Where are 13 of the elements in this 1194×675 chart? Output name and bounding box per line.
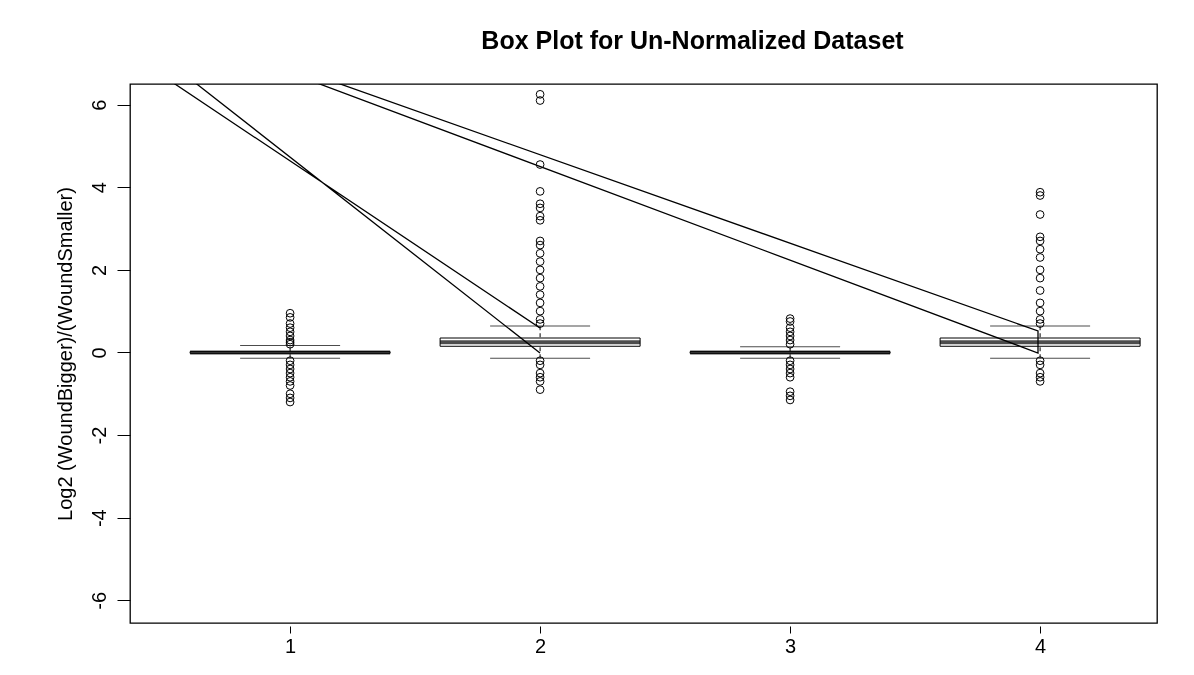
- y-tick-label: -4: [87, 509, 110, 528]
- y-tick-label: 2: [87, 264, 110, 276]
- y-tick-label: 4: [87, 182, 110, 194]
- y-tick-label: -6: [87, 591, 110, 610]
- x-tick-label: 3: [785, 634, 797, 657]
- y-tick-label: 6: [87, 99, 110, 111]
- x-tick-label: 4: [1035, 634, 1047, 657]
- x-tick-label: 2: [535, 634, 547, 657]
- x-tick-label: 1: [285, 634, 297, 657]
- y-axis-title: Log2 (WoundBigger)/(WoundSmaller): [53, 187, 76, 521]
- y-tick-label: 0: [87, 347, 110, 359]
- chart-title: Box Plot for Un-Normalized Dataset: [481, 26, 905, 54]
- y-tick-label: -2: [87, 426, 110, 445]
